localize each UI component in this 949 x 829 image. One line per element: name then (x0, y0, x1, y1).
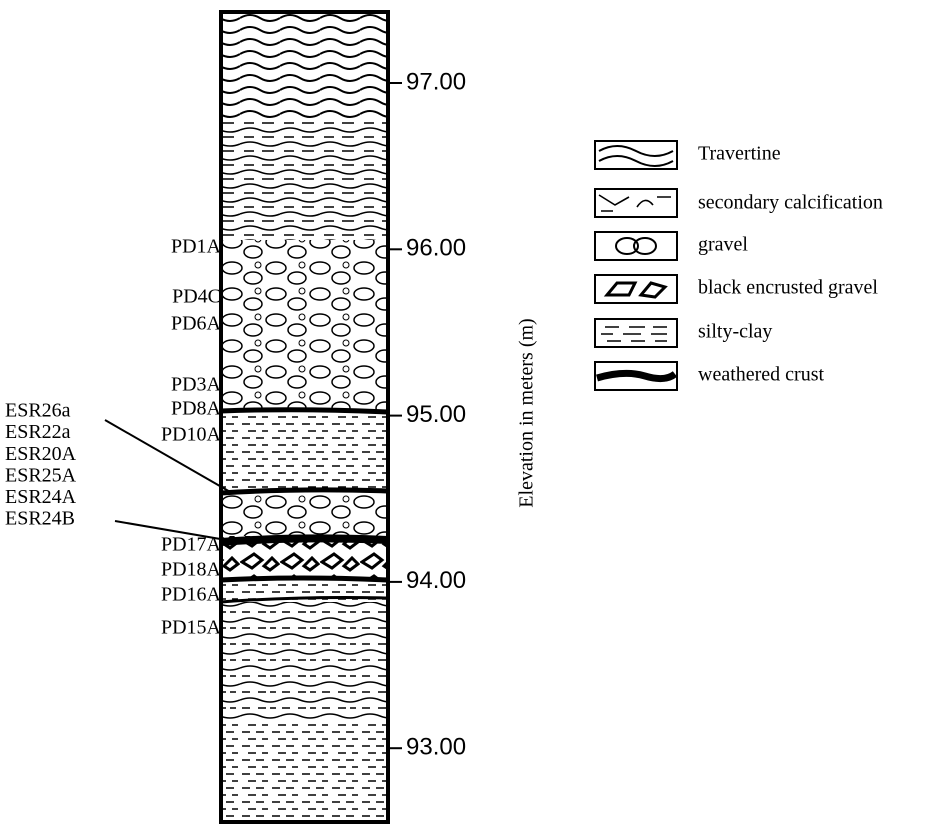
legend-swatch (595, 362, 677, 390)
legend (595, 141, 677, 390)
legend-label: silty-clay (698, 321, 772, 343)
esr-sample-label: ESR20A (5, 443, 77, 465)
sample-label: PD8A (171, 398, 222, 420)
legend-label: black encrusted gravel (698, 277, 878, 299)
esr-sample-label: ESR25A (5, 464, 77, 486)
column (221, 12, 388, 822)
legend-swatch (595, 141, 677, 169)
sample-label: PD6A (171, 313, 222, 335)
legend-swatch (595, 189, 677, 217)
legend-swatch (595, 275, 677, 303)
sample-label: PD15A (161, 617, 222, 639)
axis-label: Elevation in meters (m) (516, 318, 538, 507)
gravel-layer (221, 494, 388, 536)
silty-clay-layer (221, 602, 388, 722)
stratigraphic-column-diagram: Elevation in meters (m) 97.00 96.00 95.00 9… (0, 0, 949, 829)
legend-label: Travertine (698, 143, 781, 165)
tick-label: 95.00 (406, 401, 466, 428)
silty-clay-layer (221, 722, 388, 822)
esr-sample-label: ESR24B (5, 508, 75, 530)
legend-label: secondary calcification (698, 192, 883, 214)
travertine-layer (221, 12, 388, 122)
weathered-crust (221, 578, 388, 580)
sample-label: PD18A (161, 559, 222, 581)
sample-label: PD10A (161, 424, 222, 446)
weathered-crust (221, 490, 388, 493)
sample-label: PD3A (171, 374, 222, 396)
sample-label: PD4C (172, 286, 221, 308)
sample-label: PD1A (171, 236, 222, 258)
esr-sample-label: ESR24A (5, 486, 77, 508)
esr-sample-label: ESR22a (5, 421, 71, 443)
legend-label: weathered crust (698, 364, 824, 386)
tick-label: 96.00 (406, 235, 466, 262)
legend-label: gravel (698, 234, 748, 256)
gravel-layer (221, 240, 388, 410)
sample-label: PD17A (161, 534, 222, 556)
sample-label: PD16A (161, 584, 222, 606)
tick-label: 94.00 (406, 567, 466, 594)
tick-label: 93.00 (406, 734, 466, 761)
weathered-crust (221, 538, 388, 542)
legend-swatch (595, 232, 677, 260)
silty-clay-layer (221, 412, 388, 492)
weathered-crust (221, 410, 388, 412)
esr-sample-label: ESR26a (5, 400, 71, 422)
legend-swatch (595, 319, 677, 347)
tick-label: 97.00 (406, 68, 466, 95)
calcification-layer (221, 122, 388, 240)
